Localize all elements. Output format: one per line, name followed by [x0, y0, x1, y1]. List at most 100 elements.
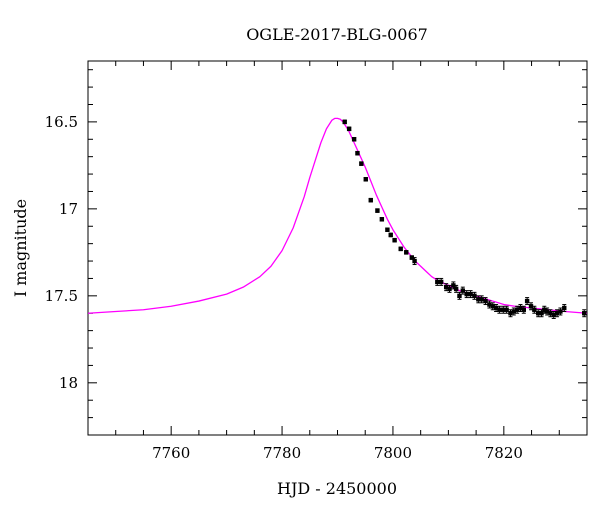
- data-point: [472, 291, 477, 300]
- plot-area: [88, 117, 587, 319]
- data-point: [447, 284, 452, 293]
- data-point: [524, 297, 530, 306]
- point-marker: [548, 311, 553, 316]
- y-tick-label: 17: [59, 200, 78, 218]
- point-marker: [524, 298, 530, 304]
- point-marker: [582, 311, 587, 316]
- data-point: [392, 237, 397, 243]
- point-marker: [487, 302, 492, 307]
- model-curve: [88, 117, 587, 314]
- data-point: [497, 305, 502, 314]
- point-marker: [443, 284, 449, 290]
- data-point: [379, 217, 385, 222]
- point-marker: [532, 307, 537, 312]
- data-point: [398, 246, 403, 252]
- point-marker: [528, 304, 534, 309]
- point-marker: [388, 232, 393, 238]
- point-marker: [476, 297, 481, 302]
- point-marker: [483, 298, 488, 304]
- data-point: [385, 227, 390, 232]
- point-marker: [508, 311, 513, 316]
- tick-labels: 7760 7780 7800 7820 16.5 17 17.5 18: [45, 113, 523, 462]
- point-marker: [479, 297, 484, 302]
- data-point: [558, 307, 563, 316]
- point-marker: [355, 150, 360, 156]
- data-point: [368, 197, 373, 203]
- point-marker: [385, 227, 390, 232]
- data-point: [388, 232, 393, 238]
- y-tick-label: 17.5: [45, 287, 78, 305]
- point-marker: [412, 258, 417, 264]
- data-point: [483, 297, 488, 306]
- point-marker: [464, 291, 469, 297]
- point-marker: [542, 307, 547, 312]
- point-marker: [351, 137, 357, 142]
- data-point: [521, 305, 526, 314]
- point-marker: [409, 255, 414, 260]
- data-point: [464, 290, 469, 299]
- point-marker: [453, 286, 459, 292]
- point-marker: [404, 250, 409, 255]
- point-marker: [536, 311, 541, 316]
- point-marker: [514, 307, 520, 312]
- data-point: [511, 307, 517, 316]
- axis-ticks: [87, 61, 588, 436]
- data-point: [487, 300, 492, 309]
- data-point: [479, 295, 484, 304]
- point-marker: [554, 311, 560, 316]
- x-tick-label: 7820: [485, 444, 523, 462]
- point-marker: [375, 208, 380, 213]
- data-point: [359, 161, 364, 166]
- data-point: [435, 277, 440, 286]
- point-marker: [460, 288, 466, 293]
- point-marker: [368, 197, 373, 203]
- point-marker: [551, 312, 556, 318]
- x-tick-label: 7760: [152, 444, 190, 462]
- point-marker: [539, 311, 544, 316]
- data-point: [412, 257, 417, 266]
- y-tick-label: 16.5: [45, 113, 78, 131]
- data-point: [582, 309, 587, 318]
- x-tick-label: 7800: [374, 444, 412, 462]
- point-marker: [558, 309, 563, 314]
- point-marker: [562, 305, 567, 311]
- plot-frame: [87, 60, 588, 436]
- point-marker: [363, 177, 368, 182]
- point-marker: [501, 307, 506, 312]
- point-marker: [392, 237, 397, 243]
- data-point: [468, 290, 473, 299]
- data-point: [457, 291, 462, 300]
- point-marker: [468, 291, 473, 297]
- point-marker: [359, 161, 364, 166]
- point-marker: [451, 283, 456, 288]
- data-point: [532, 305, 537, 314]
- chart-title: OGLE-2017-BLG-0067: [246, 25, 428, 44]
- x-tick-label: 7780: [263, 444, 301, 462]
- point-marker: [346, 126, 352, 132]
- point-marker: [511, 309, 517, 314]
- x-axis-label: HJD - 2450000: [277, 479, 397, 498]
- data-point: [460, 286, 466, 295]
- data-point: [504, 305, 509, 314]
- point-marker: [472, 293, 477, 299]
- data-point: [355, 150, 360, 156]
- point-marker: [544, 309, 550, 314]
- data-point: [438, 277, 444, 286]
- data-point: [404, 250, 409, 255]
- point-marker: [438, 279, 444, 285]
- point-marker: [493, 305, 499, 311]
- point-marker: [497, 307, 502, 312]
- data-point: [346, 126, 352, 132]
- data-point: [342, 119, 347, 125]
- data-point: [562, 304, 567, 312]
- y-tick-label: 18: [59, 374, 78, 392]
- point-marker: [490, 304, 495, 309]
- data-point: [375, 208, 380, 213]
- point-marker: [518, 305, 523, 311]
- data-point: [363, 177, 368, 182]
- point-marker: [504, 307, 509, 312]
- y-axis-label: I magnitude: [11, 199, 30, 297]
- point-marker: [447, 286, 452, 292]
- point-marker: [457, 293, 462, 299]
